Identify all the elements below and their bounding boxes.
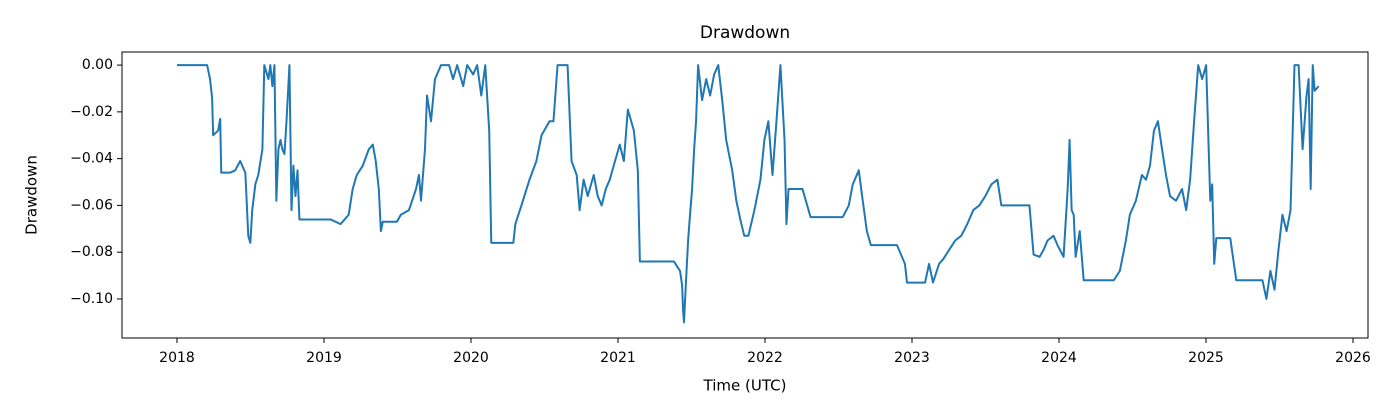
chart-title: Drawdown bbox=[700, 23, 790, 43]
x-tick-label: 2026 bbox=[1335, 350, 1371, 366]
y-tick-label: −0.08 bbox=[70, 244, 113, 260]
y-tick-label: −0.06 bbox=[70, 197, 113, 213]
y-tick-label: −0.04 bbox=[70, 151, 113, 167]
x-tick-label: 2021 bbox=[600, 350, 636, 366]
x-tick-label: 2020 bbox=[453, 350, 489, 366]
x-tick-label: 2018 bbox=[159, 350, 195, 366]
y-axis-label: Drawdown bbox=[23, 155, 41, 235]
x-tick-label: 2025 bbox=[1188, 350, 1224, 366]
plot-frame bbox=[121, 51, 1369, 339]
x-tick-label: 2023 bbox=[894, 350, 930, 366]
y-tick-label: 0.00 bbox=[82, 57, 113, 73]
drawdown-line bbox=[176, 64, 1320, 324]
y-tick-label: −0.02 bbox=[70, 104, 113, 120]
x-axis-label: Time (UTC) bbox=[703, 377, 787, 395]
x-tick-label: 2024 bbox=[1041, 350, 1077, 366]
x-tick-label: 2019 bbox=[306, 350, 342, 366]
x-tick-label: 2022 bbox=[747, 350, 783, 366]
y-tick-label: −0.10 bbox=[70, 291, 113, 307]
